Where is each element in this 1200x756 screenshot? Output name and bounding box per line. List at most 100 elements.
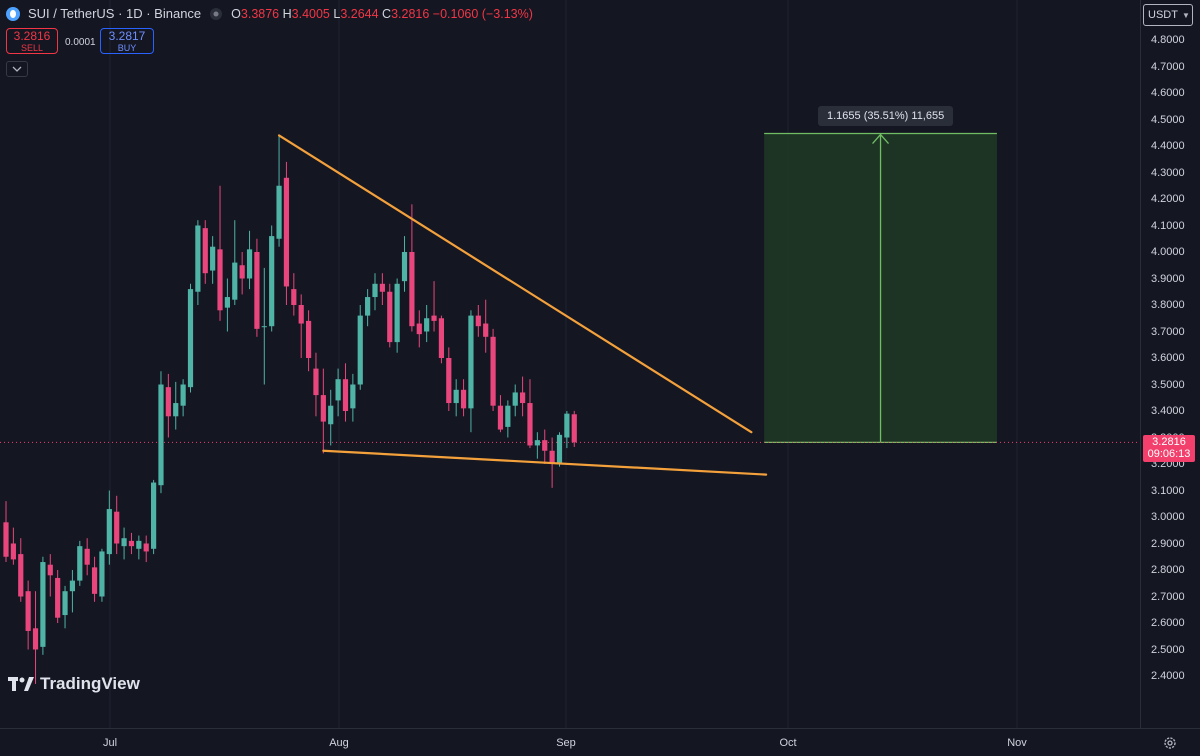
measure-arrowhead — [872, 133, 890, 144]
candle-body — [151, 482, 157, 549]
candle-body — [173, 403, 179, 417]
candle-down — [217, 185, 223, 321]
candle-body — [195, 225, 201, 292]
candle-down — [10, 527, 16, 565]
candle-body — [69, 580, 76, 592]
candle-body — [210, 246, 216, 271]
candle-down — [239, 252, 245, 295]
candle-down — [379, 273, 385, 305]
candle-down — [527, 379, 533, 449]
candle-up — [136, 535, 142, 560]
candle-down — [202, 220, 208, 284]
tradingview-logo: TradingView — [8, 674, 140, 694]
price-tick-label: 4.1000 — [1151, 219, 1185, 232]
collapse-button[interactable] — [6, 61, 28, 77]
candle-down — [3, 501, 9, 563]
candle-body — [217, 249, 223, 311]
candle-body — [55, 577, 61, 618]
eye-icon[interactable] — [209, 7, 223, 21]
price-tick-label: 2.8000 — [1151, 564, 1185, 576]
time-axis[interactable]: Jul Aug Sep Oct Nov — [0, 728, 1200, 756]
candle-up — [276, 135, 282, 247]
candle-body — [313, 368, 319, 396]
candle-down — [55, 570, 61, 623]
candle-up — [357, 305, 363, 390]
low-label: L — [333, 6, 341, 21]
candle-up — [180, 379, 186, 417]
candle-body — [520, 392, 526, 404]
candle-up — [62, 585, 68, 629]
candle-body — [305, 320, 312, 358]
candle-up — [246, 230, 253, 290]
candle-up — [401, 236, 408, 292]
candle-down — [460, 379, 467, 417]
candle-down — [342, 363, 349, 422]
candle-up — [468, 310, 474, 433]
candle-body — [431, 315, 437, 321]
candle-down — [32, 591, 39, 684]
candle-body — [320, 395, 326, 422]
high-label: H — [282, 6, 292, 21]
candle-body — [114, 511, 120, 544]
candle-body — [62, 591, 68, 616]
candle-down — [520, 376, 526, 417]
candle-body — [446, 358, 452, 404]
candle-body — [571, 414, 577, 443]
price-chart[interactable] — [0, 0, 1140, 728]
candle-body — [424, 318, 430, 332]
price-tick-label: 4.7000 — [1151, 60, 1185, 73]
trendlines[interactable] — [277, 134, 768, 476]
candle-up — [195, 220, 201, 305]
open-value: 3.3876 — [240, 6, 280, 21]
candle-body — [269, 236, 275, 327]
candle-down — [25, 580, 31, 650]
price-axis[interactable]: 4.8000 4.7000 4.6000 4.5000 4.4000 4.3000 4.20… — [1140, 0, 1200, 728]
high-value: 3.4005 — [291, 6, 330, 21]
price-tick-label: 3.8000 — [1151, 299, 1185, 311]
candle-up — [99, 548, 105, 602]
candle-up — [224, 278, 230, 332]
candle-down — [298, 294, 304, 358]
candle-body — [542, 440, 548, 451]
candle-down — [165, 373, 171, 438]
price-tick-label: 4.6000 — [1151, 87, 1185, 99]
sui-coin-icon — [6, 6, 20, 21]
candle-body — [409, 252, 415, 327]
tradingview-logo-icon — [8, 677, 34, 691]
currency-selector[interactable]: USDT ▼ — [1143, 4, 1193, 26]
price-tick-label: 3.6000 — [1151, 352, 1185, 364]
candle-up — [534, 432, 540, 459]
candle-down — [283, 161, 290, 305]
candle-body — [276, 185, 282, 239]
candle-up — [424, 305, 430, 343]
settings-gear-icon[interactable] — [1163, 736, 1177, 750]
candle-down — [438, 315, 445, 364]
candle-up — [505, 400, 511, 438]
candle-body — [3, 522, 9, 557]
candle-down — [416, 310, 422, 348]
last-price-badge: 3.2816 09:06:13 — [1143, 435, 1195, 462]
candle-body — [106, 509, 112, 555]
time-tick-label: Sep — [556, 737, 576, 749]
candle-body — [77, 546, 83, 581]
candle-body — [224, 297, 230, 308]
candle-up — [350, 373, 356, 422]
candle-body — [99, 551, 105, 597]
candle-up — [372, 273, 378, 311]
candle-body — [187, 289, 194, 388]
candle-down — [18, 538, 24, 602]
candle-down — [313, 352, 319, 417]
candle-body — [372, 283, 378, 298]
candle-body — [357, 315, 363, 385]
candle-body — [534, 440, 540, 446]
candle-up — [365, 289, 371, 327]
candle-body — [505, 405, 511, 427]
symbol-title[interactable]: SUI / TetherUS · 1D · Binance — [28, 6, 202, 21]
price-tick-label: 4.0000 — [1151, 246, 1185, 258]
candle-body — [556, 434, 563, 464]
price-tick-label: 2.4000 — [1151, 670, 1185, 682]
buy-button[interactable]: 3.2817 BUY — [100, 28, 154, 54]
brand-name: TradingView — [40, 674, 140, 693]
sell-button[interactable]: 3.2816 SELL — [6, 28, 58, 54]
candle-body — [335, 379, 341, 401]
